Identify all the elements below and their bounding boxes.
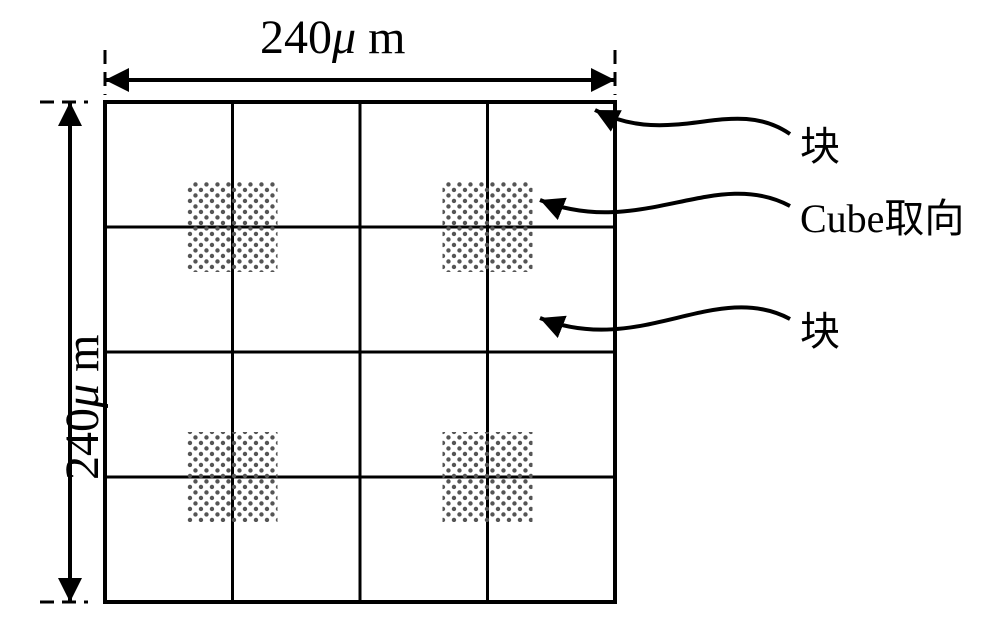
diagram-svg [0, 0, 1000, 635]
cube-orientation-region [188, 182, 278, 272]
grid [105, 102, 615, 602]
left-dimension-label: 240μ m [55, 335, 110, 480]
callout-leader [595, 110, 790, 134]
mu-glyph: μ [56, 384, 109, 408]
dim-left-unit: m [56, 335, 109, 384]
diagram-canvas: 240μ m 240μ m 块Cube取向块 [0, 0, 1000, 635]
cube-orientation-region [443, 182, 533, 272]
callout-cube-orient: Cube取向 [800, 186, 964, 244]
dim-top-value: 240 [260, 11, 332, 64]
callout-leader [540, 194, 790, 213]
dim-left-value: 240 [56, 408, 109, 480]
callout-block-mid: 块 [800, 299, 840, 357]
cube-orientation-region [443, 432, 533, 522]
mu-glyph: μ [332, 11, 356, 64]
callout-block-top: 块 [800, 114, 840, 172]
callout-arrows [540, 110, 790, 330]
callout-leader [540, 307, 790, 329]
top-dimension-label: 240μ m [260, 10, 405, 65]
dim-top-unit: m [356, 11, 405, 64]
cube-orientation-region [188, 432, 278, 522]
